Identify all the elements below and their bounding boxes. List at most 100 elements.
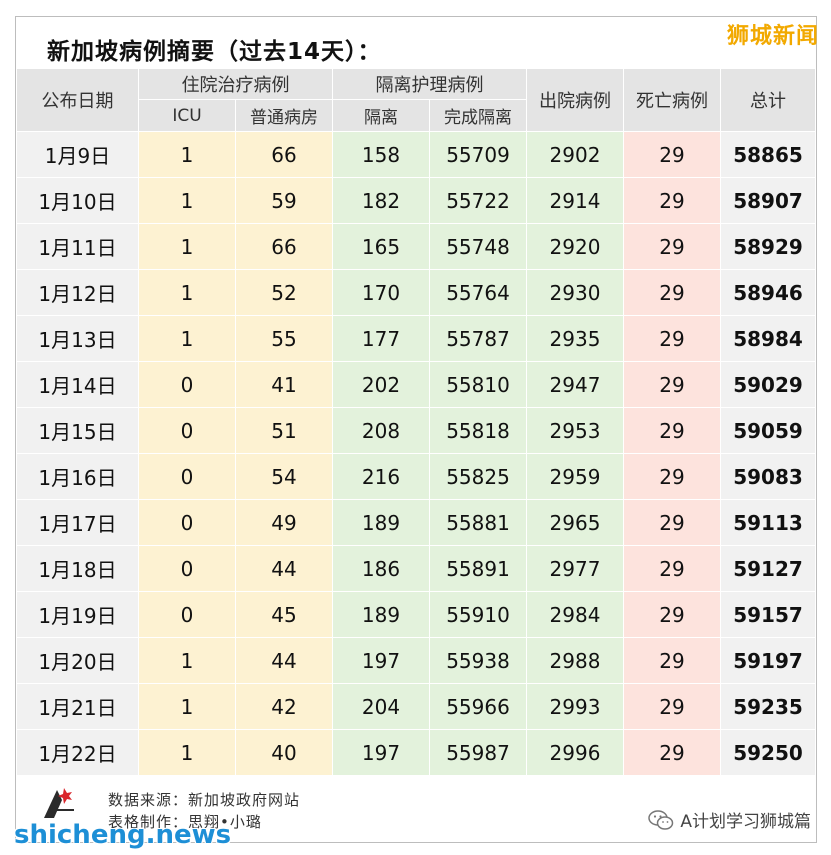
cell-icu: 0 bbox=[138, 499, 236, 546]
cell-date: 1月16日 bbox=[16, 453, 139, 500]
cell-total: 59113 bbox=[720, 499, 816, 546]
cell-total: 59235 bbox=[720, 683, 816, 730]
cell-discharged: 2953 bbox=[526, 407, 624, 454]
cell-discharged: 2988 bbox=[526, 637, 624, 684]
table-row: 1月10日 1 59 182 55722 2914 29 58907 bbox=[16, 177, 816, 224]
cell-ward: 40 bbox=[235, 729, 333, 776]
cell-icu: 1 bbox=[138, 315, 236, 362]
cell-ward: 66 bbox=[235, 223, 333, 270]
header-isolation: 隔离护理病例 bbox=[332, 68, 527, 100]
table-row: 1月13日 1 55 177 55787 2935 29 58984 bbox=[16, 315, 816, 362]
table-row: 1月22日 1 40 197 55987 2996 29 59250 bbox=[16, 729, 816, 776]
cell-icu: 1 bbox=[138, 637, 236, 684]
wechat-account: A计划学习狮城篇 bbox=[648, 807, 811, 832]
cell-icu: 0 bbox=[138, 361, 236, 408]
table-row: 1月21日 1 42 204 55966 2993 29 59235 bbox=[16, 683, 816, 730]
cell-total: 58929 bbox=[720, 223, 816, 270]
cell-deaths: 29 bbox=[623, 177, 721, 224]
header-total: 总计 bbox=[720, 68, 816, 132]
cell-ward: 49 bbox=[235, 499, 333, 546]
cell-deaths: 29 bbox=[623, 223, 721, 270]
cell-ward: 51 bbox=[235, 407, 333, 454]
cell-icu: 1 bbox=[138, 131, 236, 178]
cell-total: 59059 bbox=[720, 407, 816, 454]
header-completed: 完成隔离 bbox=[429, 99, 527, 132]
table-row: 1月15日 0 51 208 55818 2953 29 59059 bbox=[16, 407, 816, 454]
cell-completed: 55891 bbox=[429, 545, 527, 592]
cell-completed: 55910 bbox=[429, 591, 527, 638]
cell-isolated: 202 bbox=[332, 361, 430, 408]
table-row: 1月14日 0 41 202 55810 2947 29 59029 bbox=[16, 361, 816, 408]
table-row: 1月11日 1 66 165 55748 2920 29 58929 bbox=[16, 223, 816, 270]
cell-date: 1月10日 bbox=[16, 177, 139, 224]
cell-total: 58984 bbox=[720, 315, 816, 362]
cell-icu: 0 bbox=[138, 545, 236, 592]
cell-deaths: 29 bbox=[623, 315, 721, 362]
cell-ward: 54 bbox=[235, 453, 333, 500]
logo-icon bbox=[44, 788, 74, 818]
cell-date: 1月22日 bbox=[16, 729, 139, 776]
cell-discharged: 2935 bbox=[526, 315, 624, 362]
cell-isolated: 177 bbox=[332, 315, 430, 362]
cell-ward: 45 bbox=[235, 591, 333, 638]
cell-deaths: 29 bbox=[623, 361, 721, 408]
table-row: 1月17日 0 49 189 55881 2965 29 59113 bbox=[16, 499, 816, 546]
cell-deaths: 29 bbox=[623, 545, 721, 592]
cell-discharged: 2930 bbox=[526, 269, 624, 316]
cell-discharged: 2902 bbox=[526, 131, 624, 178]
cell-icu: 1 bbox=[138, 269, 236, 316]
cell-deaths: 29 bbox=[623, 591, 721, 638]
cell-isolated: 182 bbox=[332, 177, 430, 224]
header-isolated: 隔离 bbox=[332, 99, 430, 132]
cell-deaths: 29 bbox=[623, 131, 721, 178]
cell-isolated: 197 bbox=[332, 729, 430, 776]
cell-deaths: 29 bbox=[623, 637, 721, 684]
cell-completed: 55938 bbox=[429, 637, 527, 684]
cell-completed: 55818 bbox=[429, 407, 527, 454]
cell-total: 59250 bbox=[720, 729, 816, 776]
cell-deaths: 29 bbox=[623, 269, 721, 316]
cell-completed: 55722 bbox=[429, 177, 527, 224]
cell-ward: 66 bbox=[235, 131, 333, 178]
table-body: 1月9日 1 66 158 55709 2902 29 58865 1月10日 1 59 182 557… bbox=[16, 131, 816, 776]
cell-completed: 55748 bbox=[429, 223, 527, 270]
cell-icu: 0 bbox=[138, 591, 236, 638]
cell-isolated: 158 bbox=[332, 131, 430, 178]
cell-icu: 1 bbox=[138, 683, 236, 730]
cell-ward: 44 bbox=[235, 637, 333, 684]
cell-completed: 55764 bbox=[429, 269, 527, 316]
cell-total: 59083 bbox=[720, 453, 816, 500]
cell-completed: 55709 bbox=[429, 131, 527, 178]
cell-icu: 1 bbox=[138, 177, 236, 224]
cell-isolated: 189 bbox=[332, 591, 430, 638]
cell-date: 1月15日 bbox=[16, 407, 139, 454]
brand-watermark: 狮城新闻 bbox=[726, 24, 819, 49]
table-row: 1月9日 1 66 158 55709 2902 29 58865 bbox=[16, 131, 816, 178]
cell-date: 1月12日 bbox=[16, 269, 139, 316]
table-row: 1月16日 0 54 216 55825 2959 29 59083 bbox=[16, 453, 816, 500]
cell-deaths: 29 bbox=[623, 683, 721, 730]
cell-date: 1月20日 bbox=[16, 637, 139, 684]
cell-ward: 52 bbox=[235, 269, 333, 316]
cell-ward: 44 bbox=[235, 545, 333, 592]
cell-deaths: 29 bbox=[623, 729, 721, 776]
cell-completed: 55987 bbox=[429, 729, 527, 776]
cell-icu: 1 bbox=[138, 223, 236, 270]
cell-discharged: 2996 bbox=[526, 729, 624, 776]
cell-total: 59029 bbox=[720, 361, 816, 408]
cell-discharged: 2977 bbox=[526, 545, 624, 592]
cell-discharged: 2959 bbox=[526, 453, 624, 500]
cell-isolated: 165 bbox=[332, 223, 430, 270]
cell-icu: 0 bbox=[138, 407, 236, 454]
table-row: 1月19日 0 45 189 55910 2984 29 59157 bbox=[16, 591, 816, 638]
table-row: 1月12日 1 52 170 55764 2930 29 58946 bbox=[16, 269, 816, 316]
cell-discharged: 2947 bbox=[526, 361, 624, 408]
cell-date: 1月17日 bbox=[16, 499, 139, 546]
cell-discharged: 2914 bbox=[526, 177, 624, 224]
cell-ward: 59 bbox=[235, 177, 333, 224]
cell-total: 59197 bbox=[720, 637, 816, 684]
cell-total: 59127 bbox=[720, 545, 816, 592]
header-ward: 普通病房 bbox=[235, 99, 333, 132]
cell-completed: 55787 bbox=[429, 315, 527, 362]
cell-discharged: 2984 bbox=[526, 591, 624, 638]
